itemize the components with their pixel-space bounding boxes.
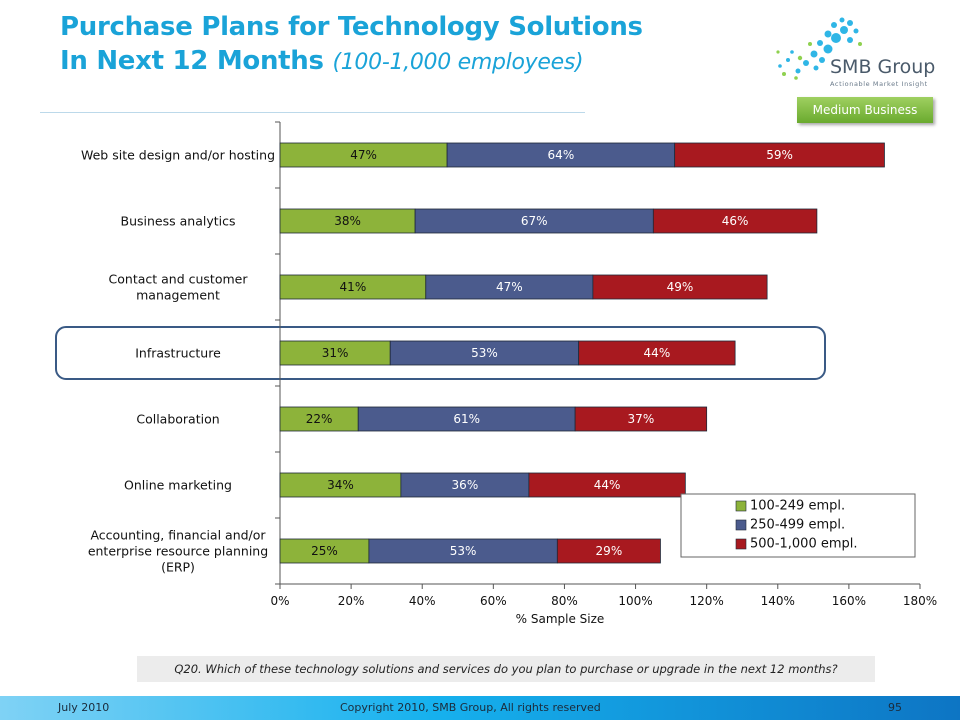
- bar-segment: [674, 142, 885, 168]
- x-axis-title: % Sample Size: [516, 612, 605, 626]
- legend-label: 250-499 empl.: [750, 518, 845, 533]
- data-label: 61%: [453, 412, 480, 426]
- data-label: 34%: [327, 478, 354, 492]
- stacked-bar-chart: 0% 20% 40% 60% 80% 100% 120% 140% 160% 180% % Samp…: [55, 121, 937, 626]
- slide-title: Purchase Plans for Technology Solutions …: [60, 10, 643, 80]
- title-line-2-main: In Next 12 Months: [60, 46, 324, 76]
- data-label: 22%: [306, 412, 333, 426]
- bar-segment: [279, 274, 427, 300]
- x-tick-label: 40%: [409, 594, 436, 608]
- data-label: 25%: [311, 544, 338, 558]
- legend-label: 500-1,000 empl.: [750, 537, 858, 552]
- bar-segment: [279, 538, 370, 564]
- data-label: 44%: [594, 478, 621, 492]
- data-label: 47%: [350, 148, 377, 162]
- category-label: Accounting, financial and/or: [90, 528, 266, 543]
- data-label: 67%: [521, 214, 548, 228]
- x-tick-label: 180%: [903, 594, 937, 608]
- data-label: 29%: [596, 544, 623, 558]
- bar-segment: [425, 274, 594, 300]
- data-label: 31%: [322, 346, 349, 360]
- x-tick-label: 160%: [832, 594, 866, 608]
- bar-segment: [279, 208, 416, 234]
- bar-segment: [389, 340, 580, 366]
- logo-tagline: Actionable Market Insight: [830, 80, 928, 88]
- data-label: 38%: [334, 214, 361, 228]
- data-label: 49%: [667, 280, 694, 294]
- x-tick-label: 60%: [480, 594, 507, 608]
- smb-group-logo-icon: [776, 17, 862, 80]
- data-label: 41%: [340, 280, 367, 294]
- title-divider: [40, 112, 585, 113]
- bar-segment: [357, 406, 576, 432]
- x-tick-label: 100%: [618, 594, 652, 608]
- data-label: 53%: [450, 544, 477, 558]
- category-label: Infrastructure: [135, 346, 221, 361]
- bar-segment: [279, 406, 359, 432]
- title-line-1: Purchase Plans for Technology Solutions: [60, 12, 643, 42]
- data-label: 37%: [628, 412, 655, 426]
- category-label: Web site design and/or hosting: [81, 148, 275, 163]
- footer-bar: July 2010 Copyright 2010, SMB Group, All…: [0, 696, 960, 720]
- bar-segment: [279, 340, 391, 366]
- data-label: 36%: [452, 478, 479, 492]
- segment-badge: Medium Business: [797, 97, 933, 123]
- bar-segment: [528, 472, 686, 498]
- legend-swatch: [735, 538, 747, 550]
- bar-segment: [400, 472, 530, 498]
- x-tick-label: 0%: [270, 594, 289, 608]
- data-label: 64%: [548, 148, 575, 162]
- footer-page-number: 95: [888, 701, 902, 714]
- bar-segment: [574, 406, 708, 432]
- category-label: Collaboration: [136, 412, 219, 427]
- x-tick-label: 80%: [551, 594, 578, 608]
- x-tick-label: 20%: [338, 594, 365, 608]
- logo-name: SMB Group: [830, 56, 936, 78]
- category-label: management: [136, 288, 220, 303]
- legend-label: 100-249 empl.: [750, 499, 845, 514]
- x-tick-label: 140%: [761, 594, 795, 608]
- category-label: Business analytics: [121, 214, 236, 229]
- bar-segment: [556, 538, 661, 564]
- category-label: enterprise resource planning: [88, 544, 268, 559]
- footer-copyright: Copyright 2010, SMB Group, All rights re…: [340, 701, 601, 714]
- data-label: 44%: [644, 346, 671, 360]
- x-tick-label: 120%: [690, 594, 724, 608]
- data-label: 59%: [766, 148, 793, 162]
- legend-swatch: [735, 500, 747, 512]
- bar-segment: [279, 472, 402, 498]
- bar-segment: [652, 208, 818, 234]
- highlight-box: [55, 326, 826, 380]
- category-label: Online marketing: [124, 478, 232, 493]
- survey-question-footnote: Q20. Which of these technology solutions…: [137, 656, 875, 682]
- category-label: Contact and customer: [109, 272, 249, 287]
- bar-segment: [279, 142, 448, 168]
- category-label: (ERP): [161, 560, 195, 575]
- title-line-2: In Next 12 Months (100-1,000 employees): [60, 44, 643, 80]
- legend-swatch: [735, 519, 747, 531]
- bar-segment: [592, 274, 768, 300]
- bar-segment: [578, 340, 736, 366]
- data-label: 53%: [471, 346, 498, 360]
- title-line-2-sub: (100-1,000 employees): [332, 50, 584, 75]
- bar-segment: [446, 142, 676, 168]
- footer-date: July 2010: [58, 701, 110, 714]
- data-label: 46%: [722, 214, 749, 228]
- data-label: 47%: [496, 280, 523, 294]
- legend-box: [680, 493, 916, 558]
